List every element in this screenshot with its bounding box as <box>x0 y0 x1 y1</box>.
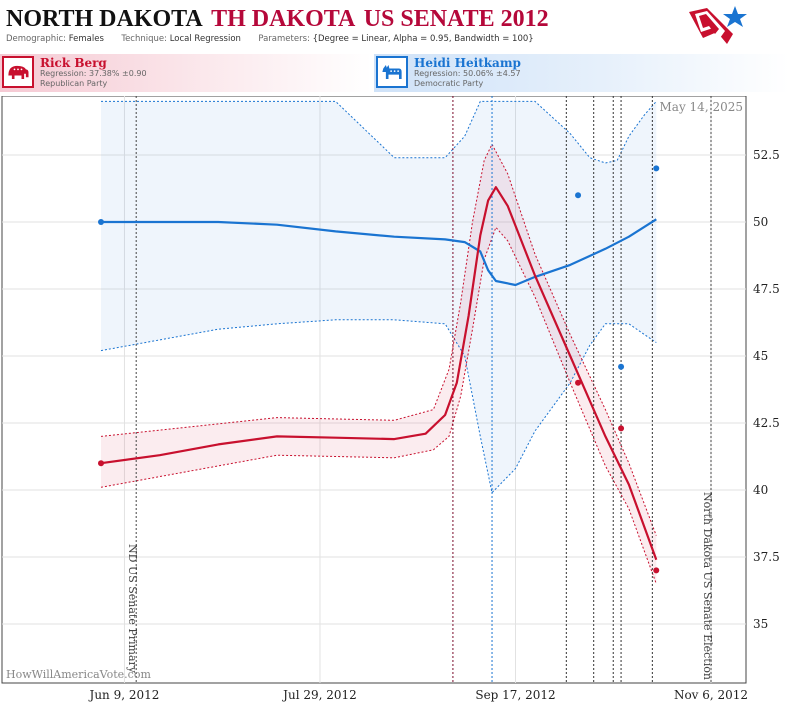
berg-regression-line <box>100 186 658 561</box>
donkey-icon <box>376 56 408 88</box>
primary-event-label: ND US Senate Primary <box>126 544 140 673</box>
y-tick-label: 47.5 <box>753 282 780 296</box>
republican-name: Rick Berg <box>40 56 107 70</box>
election-event-label: North Dakota US Senate Election <box>701 492 714 680</box>
berg-poll-point <box>653 567 660 574</box>
heitkamp-upper-bound <box>101 100 657 164</box>
technique-label: Technique: <box>121 34 167 44</box>
y-tick-label: 50 <box>753 215 769 229</box>
republican-party: Republican Party <box>40 79 108 88</box>
x-tick-label: Jun 9, 2012 <box>89 688 160 702</box>
heitkamp-lower-bound <box>100 319 657 494</box>
x-tick-label: Jul 29, 2012 <box>283 688 357 702</box>
title-state: NORTH DAKOTA <box>6 6 203 32</box>
democrat-party: Democratic Party <box>414 79 484 88</box>
heitkamp-poll-point <box>575 192 582 199</box>
poll-chart <box>1 96 747 684</box>
heitkamp-confidence-band <box>101 101 657 493</box>
y-tick-label: 42.5 <box>753 416 780 430</box>
democrat-regression: Regression: 50.06% ±4.57 <box>414 69 521 78</box>
demographic-label: Demographic: <box>6 34 67 44</box>
chart-title: NORTH DAKOTA TH DAKOTA US SENATE 2012 <box>6 3 549 33</box>
watermark: HowWillAmericaVote.com <box>6 668 151 681</box>
y-tick-label: 40 <box>753 483 769 497</box>
heitkamp-poll-point <box>98 219 104 225</box>
demographic-value: Females <box>68 34 104 44</box>
berg-poll-point <box>575 379 582 386</box>
republican-regression: Regression: 37.38% ±0.90 <box>40 69 147 78</box>
title-state-repeat: TH DAKOTA <box>211 6 356 32</box>
candidate-panel-democrat: Heidi Heitkamp Regression: 50.06% ±4.57 … <box>374 54 789 92</box>
berg-poll-point <box>618 425 625 432</box>
heitkamp-poll-point <box>618 363 625 370</box>
y-tick-label: 37.5 <box>753 550 780 564</box>
technique-value: Local Regression <box>169 34 241 44</box>
header: NORTH DAKOTA TH DAKOTA US SENATE 2012 De… <box>0 0 789 52</box>
heitkamp-regression-line <box>101 218 657 287</box>
democrat-name: Heidi Heitkamp <box>414 56 521 70</box>
y-tick-label: 52.5 <box>753 148 780 162</box>
elephant-icon <box>2 56 34 88</box>
site-logo-icon[interactable] <box>687 4 749 48</box>
parameters-value: {Degree = Linear, Alpha = 0.95, Bandwidt… <box>312 34 534 44</box>
y-tick-label: 45 <box>753 349 769 363</box>
candidate-panel-republican: Rick Berg Regression: 37.38% ±0.90 Repub… <box>0 54 372 92</box>
parameters-label: Parameters: <box>258 34 310 44</box>
berg-confidence-band <box>101 144 657 584</box>
title-race: US SENATE 2012 <box>363 6 549 32</box>
plot-frame <box>1 96 747 684</box>
heitkamp-poll-point <box>653 165 660 172</box>
date-stamp: May 14, 2025 <box>659 100 743 114</box>
berg-poll-point <box>98 460 104 467</box>
chart-parameters: Demographic: Females Technique: Local Re… <box>6 34 534 44</box>
x-tick-label: Nov 6, 2012 <box>673 688 749 702</box>
x-tick-label: Sep 17, 2012 <box>475 688 556 702</box>
y-tick-label: 35 <box>753 617 769 631</box>
